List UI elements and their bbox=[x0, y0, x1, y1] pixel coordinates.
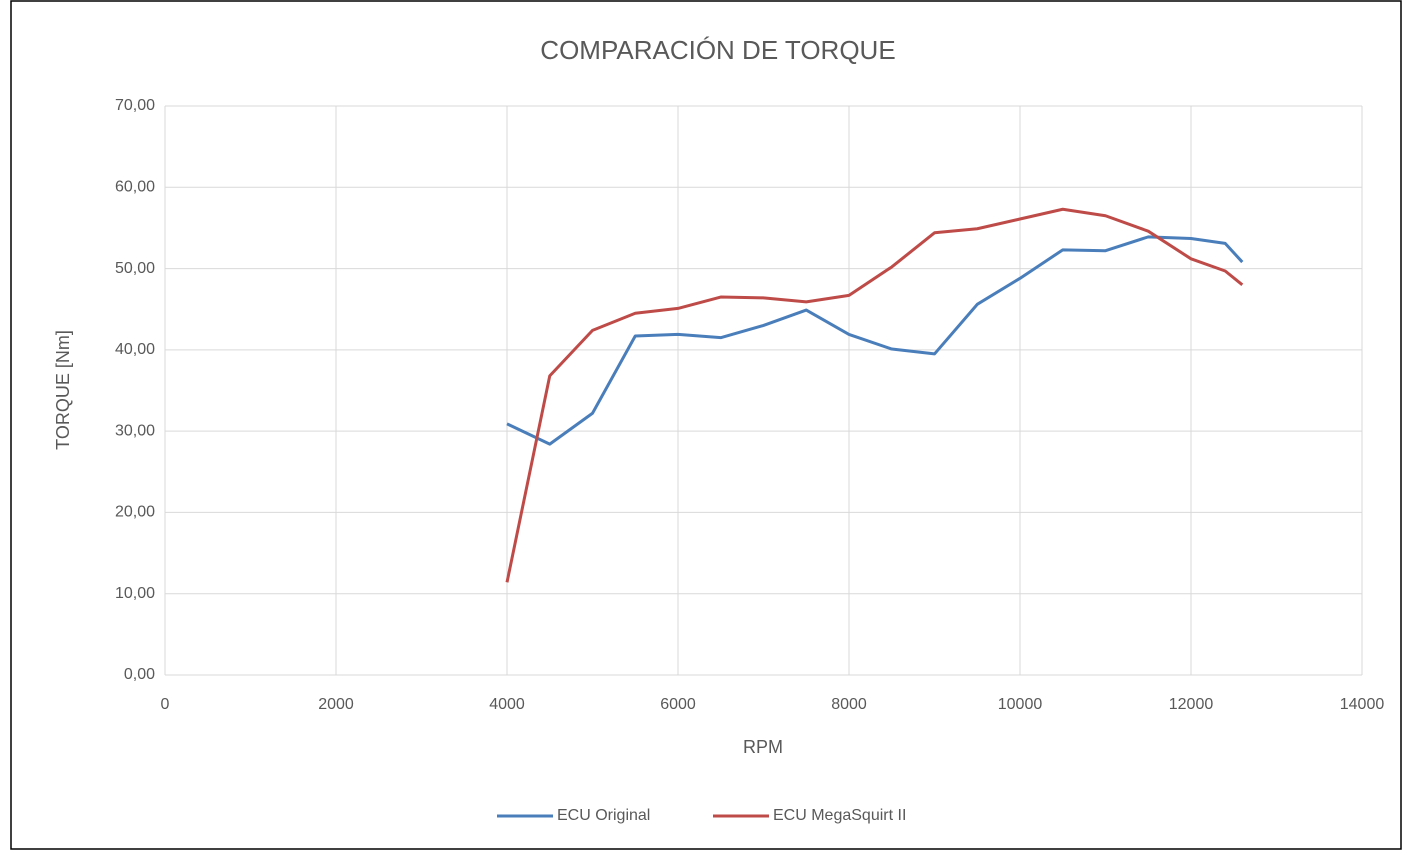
series-line bbox=[506, 235, 1244, 446]
x-tick-label: 14000 bbox=[1340, 696, 1385, 713]
y-axis-label: TORQUE [Nm] bbox=[53, 330, 73, 450]
legend-label: ECU Original bbox=[557, 807, 650, 824]
y-tick-label: 40,00 bbox=[115, 341, 155, 358]
x-tick-label: 10000 bbox=[998, 696, 1043, 713]
x-tick-label: 4000 bbox=[489, 696, 525, 713]
x-tick-label: 12000 bbox=[1169, 696, 1214, 713]
legend-label: ECU MegaSquirt II bbox=[773, 807, 906, 824]
x-tick-label: 6000 bbox=[660, 696, 696, 713]
chart-title: COMPARACIÓN DE TORQUE bbox=[540, 35, 895, 65]
x-tick-label: 8000 bbox=[831, 696, 867, 713]
y-tick-label: 0,00 bbox=[124, 666, 155, 683]
x-tick-label: 2000 bbox=[318, 696, 354, 713]
y-tick-label: 30,00 bbox=[115, 422, 155, 439]
chart-frame bbox=[10, 0, 1402, 850]
y-tick-label: 20,00 bbox=[115, 504, 155, 521]
x-axis-label: RPM bbox=[743, 737, 783, 757]
y-tick-label: 60,00 bbox=[115, 179, 155, 196]
y-tick-label: 70,00 bbox=[115, 97, 155, 114]
series-line bbox=[505, 207, 1244, 583]
x-tick-label: 0 bbox=[161, 696, 170, 713]
y-tick-label: 10,00 bbox=[115, 585, 155, 602]
y-tick-label: 50,00 bbox=[115, 260, 155, 277]
